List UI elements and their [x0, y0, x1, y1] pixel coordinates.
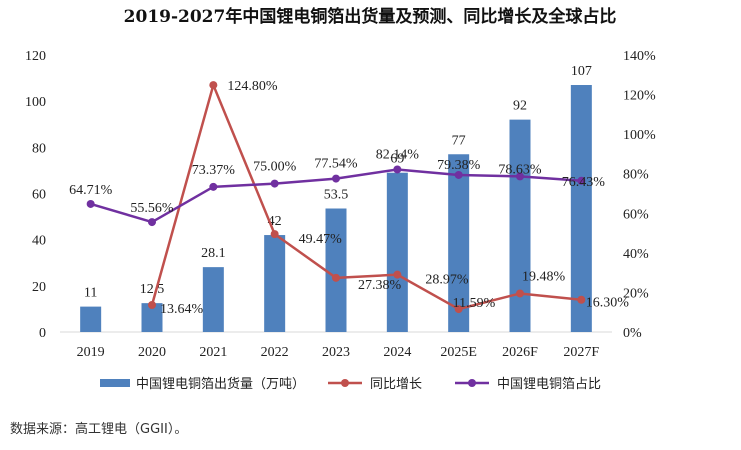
chart-title: 2019-2027年中国锂电铜箔出货量及预测、同比增长及全球占比	[124, 6, 617, 27]
left-tick-label: 20	[32, 280, 46, 295]
line-value-label: 19.48%	[522, 269, 566, 284]
line-value-label: 124.80%	[227, 79, 277, 94]
line-value-label: 27.38%	[358, 278, 402, 293]
line-value-label: 55.56%	[130, 201, 174, 216]
line-value-label: 82.14%	[376, 147, 420, 162]
bar-value-label: 107	[571, 64, 592, 79]
point-share-2019	[86, 199, 95, 208]
right-tick-label: 80%	[623, 168, 649, 183]
line-value-label: 73.37%	[192, 163, 236, 178]
left-tick-label: 40	[32, 234, 46, 249]
x-tick-label: 2022	[261, 345, 289, 360]
bar-2019	[80, 306, 102, 332]
bar-value-label: 12.5	[140, 282, 165, 297]
line-value-label: 75.00%	[253, 160, 297, 175]
point-share-2026F	[516, 172, 524, 181]
line-yoy-growth	[150, 81, 582, 311]
line-value-label: 77.54%	[314, 157, 358, 172]
legend-label: 同比增长	[370, 377, 422, 392]
bar-value-label: 53.5	[324, 188, 349, 203]
point-yoy-2027F	[577, 295, 586, 304]
bar-value-label: 69	[390, 152, 404, 167]
left-tick-label: 80	[32, 141, 46, 156]
right-tick-label: 140%	[623, 49, 656, 64]
x-axis-ticks: 2019 2020 2021 2022 2023 2024 2025E 2026F 2027F	[77, 345, 600, 360]
x-tick-label: 2023	[322, 345, 350, 360]
bar-series	[80, 85, 592, 332]
legend-label: 中国锂电铜箔出货量（万吨）	[136, 376, 305, 392]
x-tick-label: 2019	[77, 345, 105, 360]
left-tick-label: 60	[32, 188, 46, 203]
line-value-label: 28.97%	[425, 273, 469, 288]
left-tick-label: 120	[25, 49, 46, 64]
right-tick-label: 60%	[623, 207, 649, 222]
source-note: 数据来源：高工锂电（GGII）。	[10, 422, 188, 437]
line-value-label: 64.71%	[69, 183, 113, 198]
point-share-2024	[393, 165, 402, 174]
point-share-2022	[270, 179, 279, 188]
point-yoy-2026F	[516, 289, 524, 298]
combo-chart: 2019-2027年中国锂电铜箔出货量及预测、同比增长及全球占比 0 20 40 60…	[25, 6, 656, 392]
bar-value-label: 77	[452, 133, 466, 148]
bar-value-label: 28.1	[201, 246, 226, 261]
legend-label: 中国锂电铜箔占比	[497, 376, 601, 392]
x-tick-label: 2026F	[502, 345, 538, 360]
legend-swatch-bar	[100, 379, 130, 387]
point-share-2020	[148, 218, 156, 227]
right-axis-ticks: 0% 20% 40% 60% 80% 100% 120% 140%	[623, 49, 656, 341]
bar-2026F	[509, 119, 531, 332]
point-yoy-2024	[393, 270, 402, 279]
legend-swatch-marker	[341, 379, 349, 387]
right-tick-label: 20%	[623, 286, 649, 301]
point-yoy-2023	[332, 273, 340, 282]
point-share-2021	[209, 182, 218, 191]
bar-2025E	[448, 154, 470, 332]
x-tick-label: 2025E	[440, 345, 477, 360]
right-tick-label: 100%	[623, 128, 656, 143]
left-axis-ticks: 0 20 40 60 80 100 120	[25, 49, 46, 341]
point-share-2027F	[577, 176, 586, 185]
bar-2023	[325, 208, 347, 332]
legend: 中国锂电铜箔出货量（万吨） 同比增长 中国锂电铜箔占比	[100, 376, 601, 392]
left-tick-label: 0	[39, 326, 46, 341]
x-tick-label: 2027F	[563, 345, 599, 360]
right-tick-label: 0%	[623, 326, 642, 341]
line-value-label: 49.47%	[299, 232, 343, 247]
bar-2024	[386, 172, 408, 332]
right-tick-label: 40%	[623, 247, 649, 262]
legend-swatch-marker	[468, 379, 476, 387]
bar-2021	[202, 267, 224, 332]
line-value-label: 78.63%	[498, 162, 542, 177]
right-tick-label: 120%	[623, 89, 656, 104]
line-value-label: 13.64%	[160, 302, 204, 317]
left-tick-label: 100	[25, 95, 46, 110]
bar-2022	[264, 235, 286, 332]
point-yoy-2021	[209, 81, 218, 90]
x-tick-label: 2020	[138, 345, 166, 360]
point-share-2025E	[454, 170, 463, 179]
point-yoy-2022	[270, 230, 279, 239]
bar-2020	[141, 303, 163, 332]
x-tick-label: 2021	[199, 345, 227, 360]
point-share-2023	[332, 174, 340, 183]
line-value-label: 79.38%	[437, 158, 481, 173]
bar-value-label: 11	[84, 286, 97, 301]
x-tick-label: 2024	[383, 345, 411, 360]
bar-value-label: 92	[513, 99, 527, 114]
point-yoy-2020	[148, 301, 156, 310]
line-series: 13.64% 124.80% 49.47% 27.38% 28.97% 11.59% 19.…	[69, 79, 629, 317]
point-yoy-2025E	[454, 305, 463, 314]
line-value-label: 16.30%	[586, 296, 630, 311]
line-value-label: 11.59%	[453, 296, 496, 311]
bar-2027F	[570, 85, 592, 332]
line-value-label: 76.43%	[562, 175, 606, 190]
